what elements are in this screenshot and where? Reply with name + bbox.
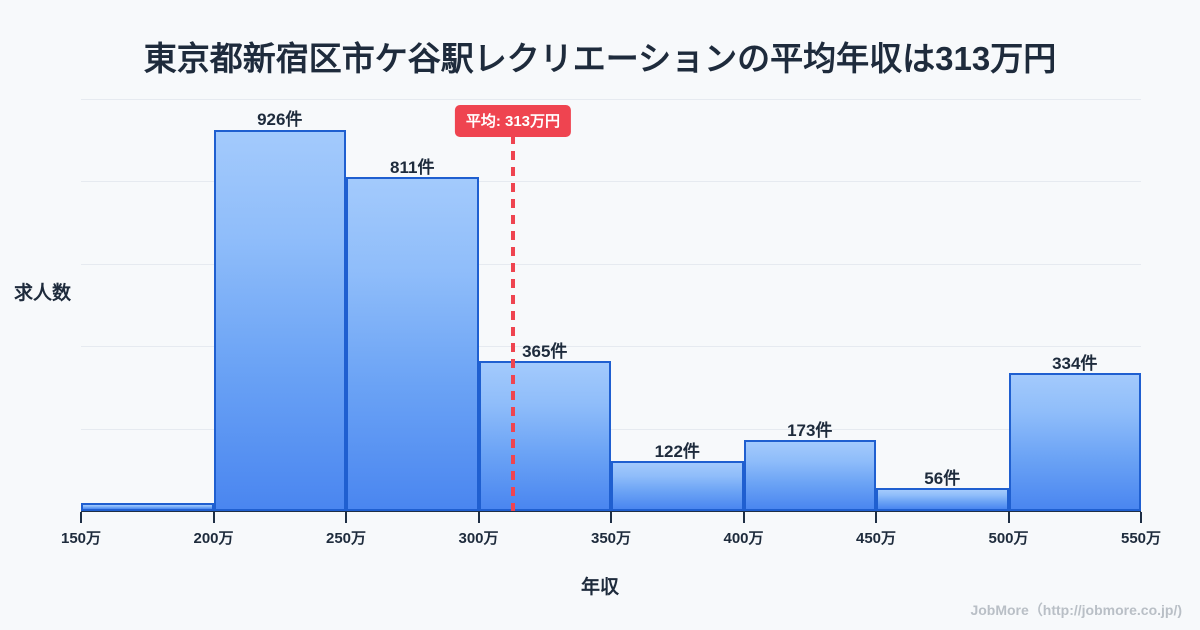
bar-value-label: 122件	[654, 441, 700, 461]
x-axis-tick	[742, 512, 745, 523]
bar	[743, 439, 876, 511]
bar	[478, 360, 611, 511]
gridline	[81, 264, 1141, 265]
x-axis-tick-label: 250万	[325, 530, 367, 547]
bar-value-label: 365件	[522, 341, 568, 361]
x-axis-tick	[212, 512, 215, 523]
average-dashed-line	[510, 135, 515, 511]
bar-value-label: 811件	[390, 157, 435, 177]
bar	[876, 487, 1009, 511]
bar-value-label: 56件	[924, 468, 961, 488]
x-axis-tick	[345, 512, 347, 523]
x-axis-tick	[875, 512, 877, 523]
x-axis-tick-label: 500万	[988, 530, 1029, 547]
chart-title: 東京都新宿区市ケ谷駅レクリエーションの平均年収は313万円	[143, 40, 1057, 77]
x-axis-tick	[610, 512, 612, 523]
x-axis-tick-label: 350万	[590, 530, 632, 547]
x-axis-title: 年収	[580, 577, 619, 598]
gridline	[81, 429, 1141, 430]
x-axis-tick-label: 200万	[193, 530, 234, 547]
x-axis-tick-label: 400万	[723, 530, 764, 547]
x-axis-tick	[1007, 512, 1010, 523]
x-axis-tick	[80, 512, 82, 523]
x-axis-tick-label: 450万	[855, 530, 897, 547]
x-axis-tick-label: 550万	[1120, 530, 1162, 547]
x-axis-tick-label: 150万	[60, 530, 102, 547]
gridline	[81, 181, 1141, 182]
bar	[213, 129, 346, 511]
bar	[611, 460, 744, 511]
x-axis-tick	[1140, 512, 1142, 523]
x-axis-tick	[477, 512, 480, 523]
bar-value-label: 334件	[1052, 354, 1098, 374]
gridline	[81, 99, 1141, 100]
bar-value-label: 926件	[257, 110, 303, 130]
bar	[1008, 373, 1141, 511]
watermark-attribution: JobMore（http://jobmore.co.jp/)	[970, 602, 1182, 618]
bar	[346, 176, 479, 511]
y-axis-title: 求人数	[14, 283, 72, 304]
bar	[81, 502, 214, 511]
plot-area	[81, 99, 1141, 511]
x-axis-tick-label: 300万	[458, 530, 499, 547]
bar-value-label: 173件	[787, 420, 833, 440]
gridline	[81, 346, 1141, 347]
average-value-badge: 平均: 313万円	[454, 105, 572, 137]
x-axis-line	[81, 510, 1141, 512]
